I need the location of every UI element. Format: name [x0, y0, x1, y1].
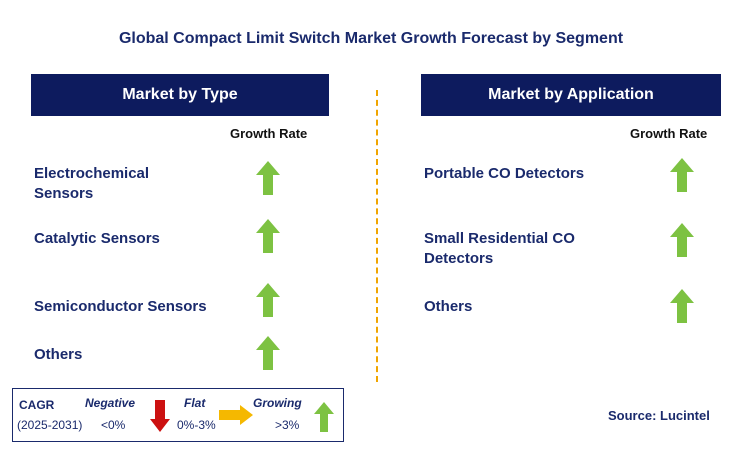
panel-divider: [376, 90, 378, 382]
growing-arrow-icon: [670, 158, 694, 192]
legend-growing-range: >3%: [275, 418, 300, 432]
growing-arrow-icon: [256, 161, 280, 195]
legend-growing-label: Growing: [253, 396, 302, 410]
growing-arrow-icon: [256, 336, 280, 370]
flat-arrow-icon: [219, 405, 253, 425]
type-header-label: Market by Type: [122, 86, 238, 103]
application-item-portable-co: Portable CO Detectors: [424, 165, 585, 182]
application-item-others: Others: [424, 298, 473, 315]
type-item-catalytic: Catalytic Sensors: [34, 230, 160, 247]
legend-cagr-label: CAGR: [19, 398, 55, 412]
application-item-small-residential-co: Small Residential CO Detectors: [424, 230, 575, 267]
diagram-title: Global Compact Limit Switch Market Growt…: [118, 30, 624, 47]
type-growth-rate-label: Growth Rate: [230, 126, 308, 141]
growing-arrow-icon: [314, 402, 334, 432]
legend-period: (2025-2031): [17, 418, 83, 432]
source-note: Source: Lucintel: [608, 408, 710, 423]
legend-flat-range: 0%-3%: [177, 418, 216, 432]
negative-arrow-icon: [150, 400, 170, 432]
legend-negative-range: <0%: [101, 418, 126, 432]
legend-negative-label: Negative: [85, 396, 136, 410]
application-header-label: Market by Application: [488, 86, 654, 103]
growing-arrow-icon: [670, 289, 694, 323]
application-growth-rate-label: Growth Rate: [630, 126, 708, 141]
growing-arrow-icon: [256, 283, 280, 317]
legend-box: CAGR (2025-2031) Negative <0% Flat 0%-3%…: [12, 388, 344, 442]
type-header: Market by Type: [31, 74, 329, 116]
application-header: Market by Application: [421, 74, 721, 116]
legend-flat-label: Flat: [184, 396, 206, 410]
type-item-others: Others: [34, 346, 83, 363]
type-item-semiconductor: Semiconductor Sensors: [34, 298, 207, 315]
type-item-electrochemical: Electrochemical Sensors: [34, 165, 150, 202]
growing-arrow-icon: [256, 219, 280, 253]
growing-arrow-icon: [670, 223, 694, 257]
